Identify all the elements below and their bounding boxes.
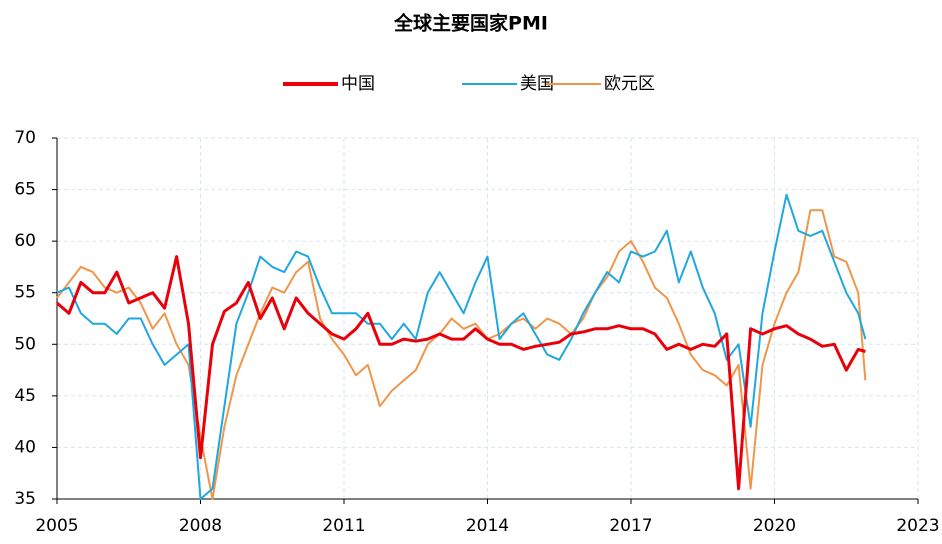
x-tick-label: 2020: [753, 516, 796, 536]
legend-label: 美国: [520, 74, 554, 94]
y-tick-label: 50: [14, 334, 36, 354]
series-line: [56, 209, 867, 500]
y-tick-label: 65: [14, 180, 36, 200]
y-tick-label: 45: [14, 386, 36, 406]
x-tick-label: 2017: [609, 516, 652, 536]
x-tick-label: 2005: [35, 516, 78, 536]
series-line: [56, 255, 866, 491]
x-tick-label: 2023: [896, 516, 939, 536]
y-tick-label: 55: [14, 283, 36, 303]
y-tick-label: 40: [14, 437, 36, 457]
legend-label: 欧元区: [604, 74, 655, 94]
series-line: [56, 193, 867, 500]
x-tick-label: 2008: [179, 516, 222, 536]
legend-label: 中国: [341, 74, 375, 94]
y-tick-label: 70: [14, 128, 36, 148]
x-tick-label: 2011: [322, 516, 365, 536]
chart-title: 全球主要国家PMI: [393, 12, 548, 35]
y-tick-label: 60: [14, 231, 36, 251]
y-tick-label: 35: [14, 489, 36, 509]
x-tick-label: 2014: [466, 516, 509, 536]
